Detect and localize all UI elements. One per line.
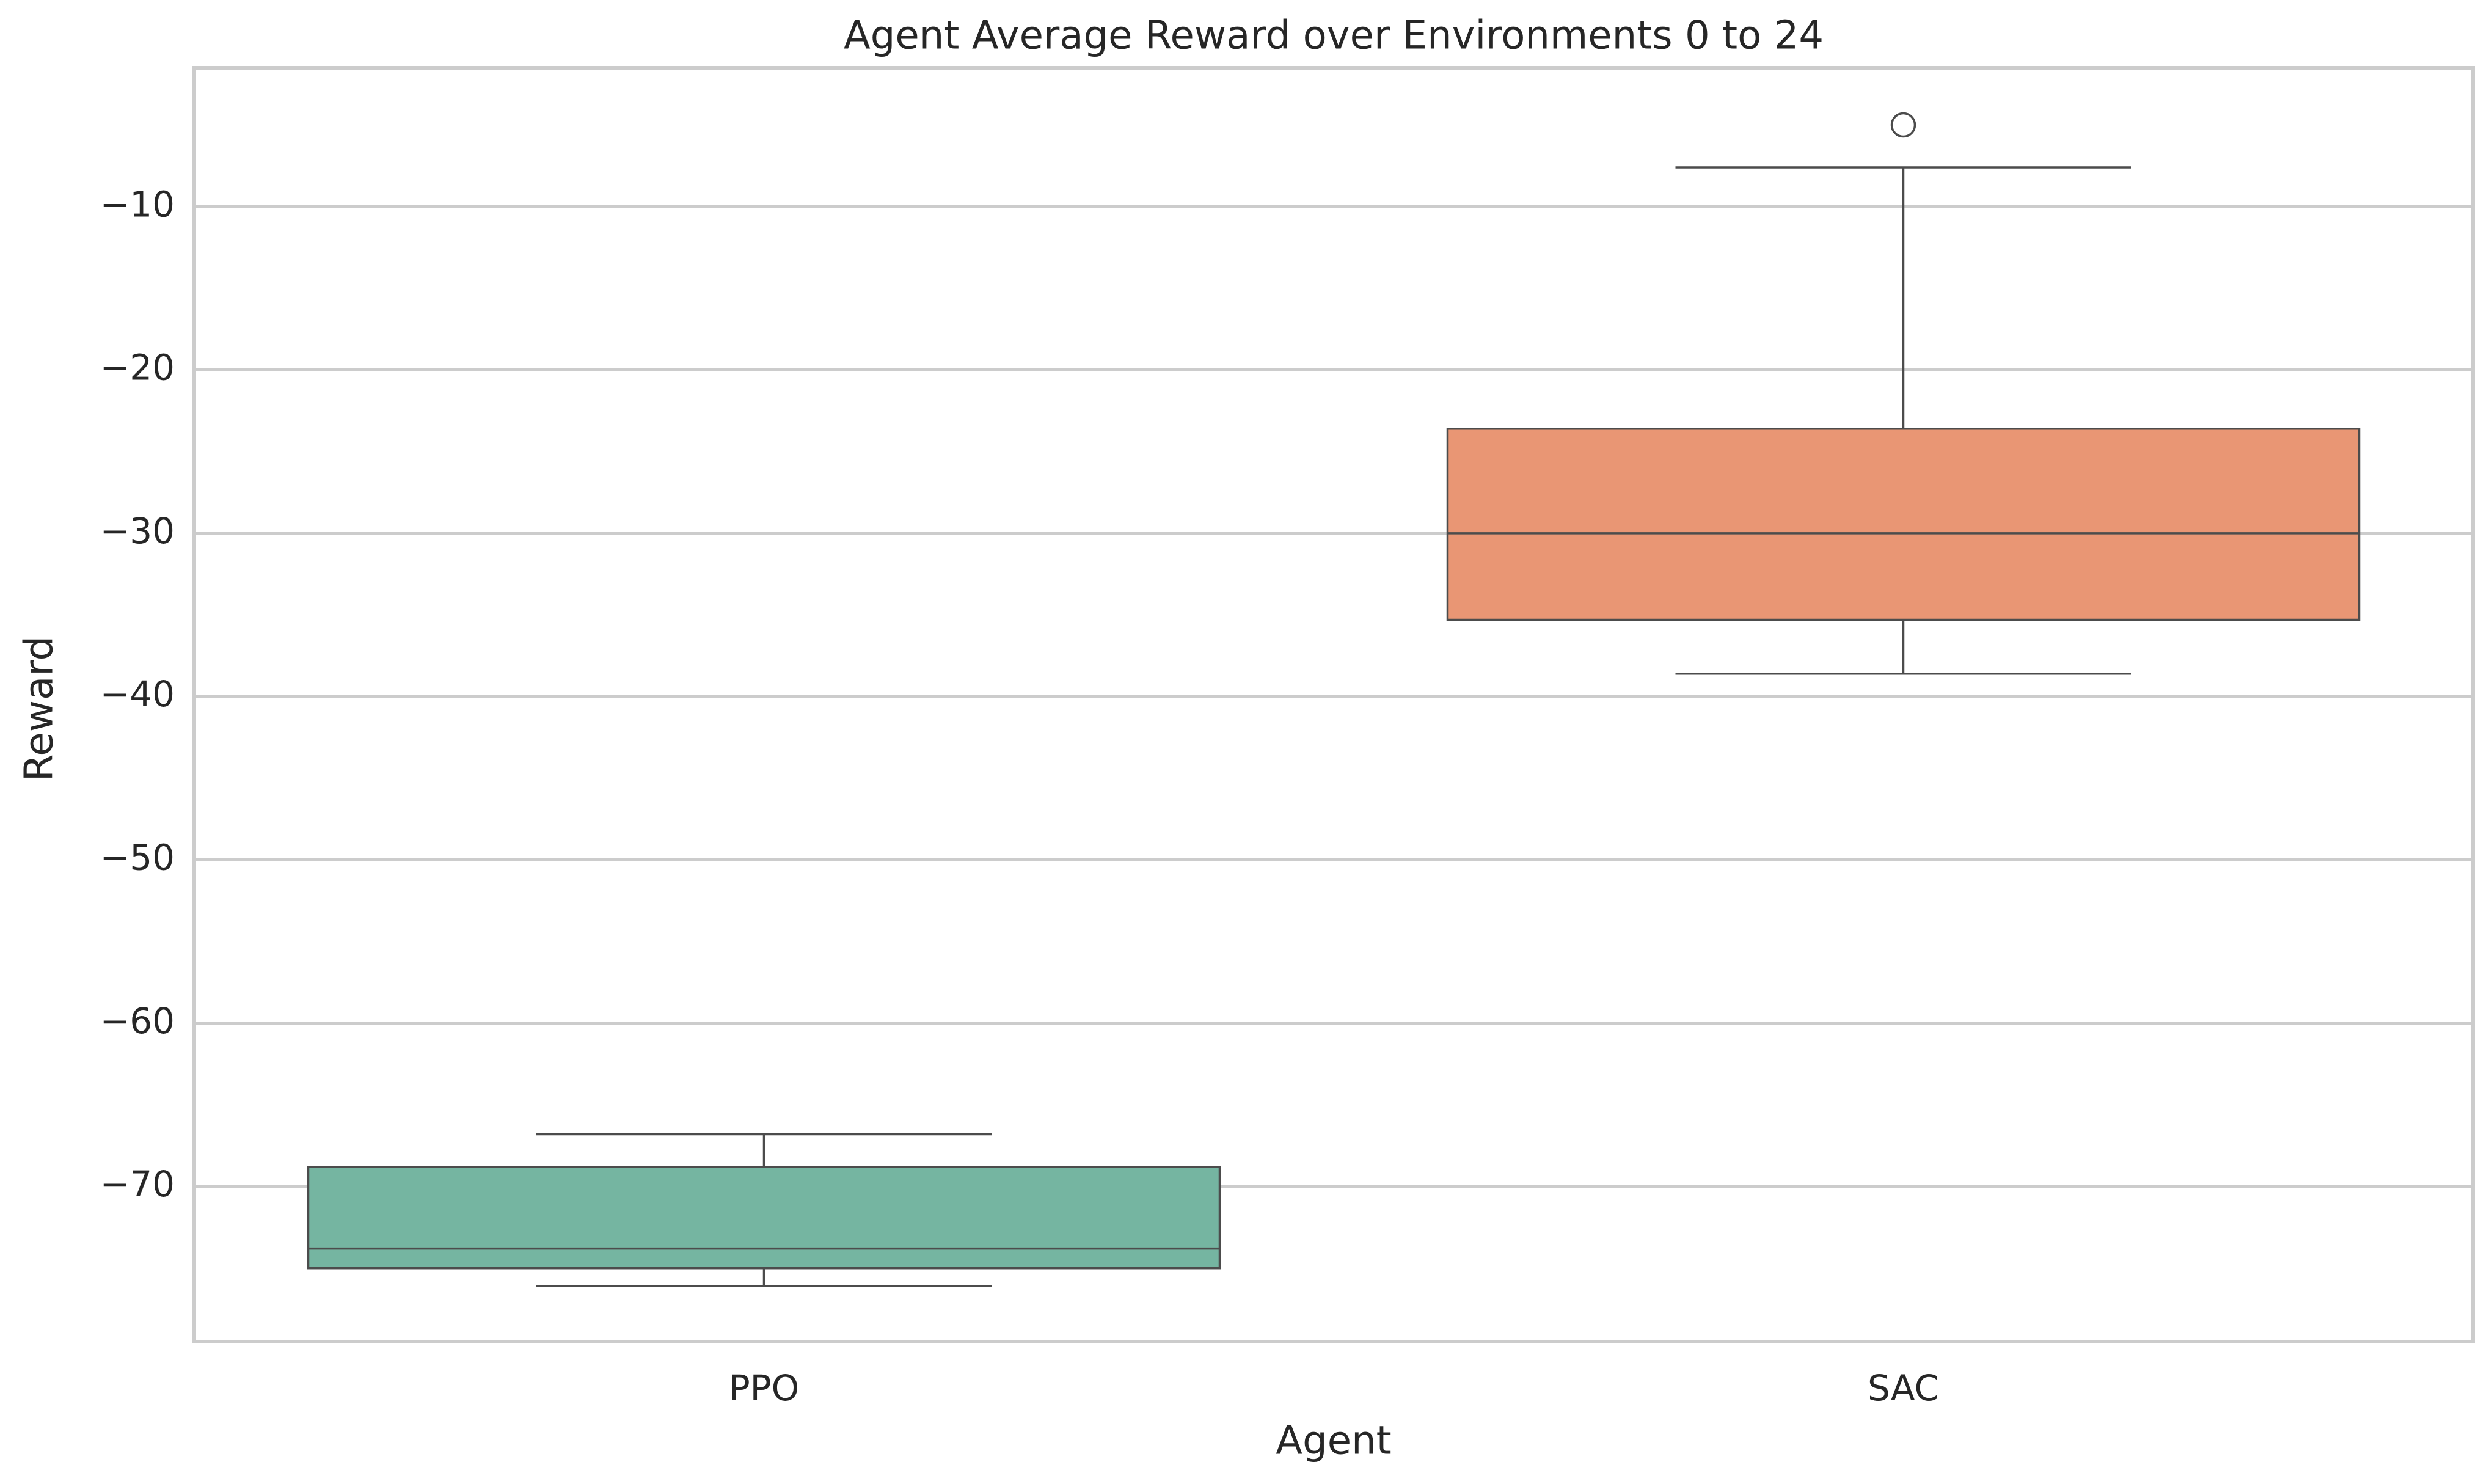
y-tick-label: −70 xyxy=(100,1163,175,1205)
box-ppo xyxy=(307,1133,1221,1287)
box-layer xyxy=(307,112,2361,1287)
x-axis-label: Agent xyxy=(1276,1419,1391,1464)
y-tick-label: −30 xyxy=(100,510,175,552)
y-tick-label: −20 xyxy=(100,347,175,389)
y-tick-label: −10 xyxy=(100,183,175,225)
outlier-point xyxy=(1890,112,1916,138)
chart-title: Agent Average Reward over Environments 0… xyxy=(844,13,1824,59)
y-tick-label: −50 xyxy=(100,837,175,879)
y-tick-labels: −70 −60 −50 −40 −30 −20 −10 xyxy=(100,183,175,1205)
y-tick-label: −40 xyxy=(100,673,175,715)
iqr-box xyxy=(307,1166,1221,1270)
x-tick-labels: PPO SAC xyxy=(729,1367,1939,1409)
box-sac xyxy=(1446,112,2361,675)
x-tick-label: SAC xyxy=(1868,1367,1939,1409)
y-tick-label: −60 xyxy=(100,1000,175,1042)
x-tick-label: PPO xyxy=(729,1367,800,1409)
y-axis-label: Reward xyxy=(17,636,62,781)
iqr-box xyxy=(1446,428,2361,621)
plot-area-frame xyxy=(192,66,2475,1343)
